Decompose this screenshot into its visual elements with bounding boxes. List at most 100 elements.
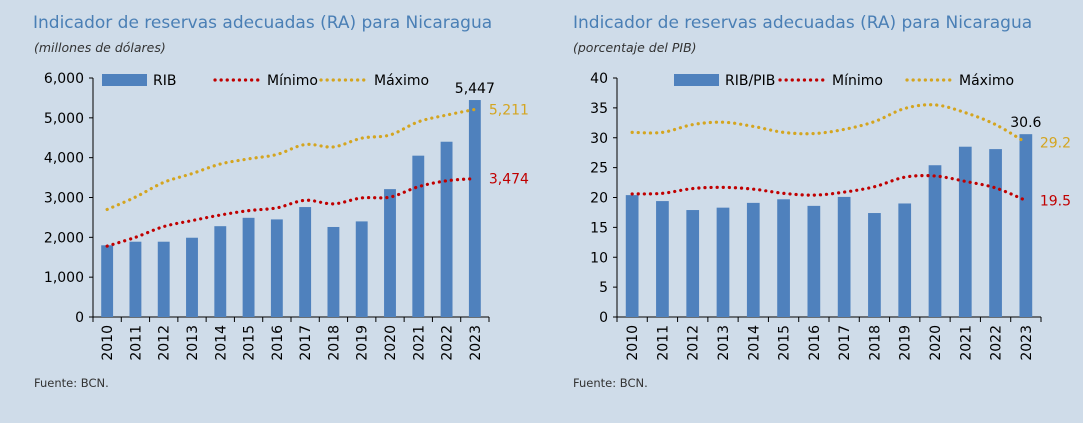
legend-label: Máximo <box>959 73 1014 89</box>
chart-subtitle: (porcentaje del PIB) <box>573 40 697 55</box>
bar <box>1019 134 1033 317</box>
y-tick-label: 0 <box>75 310 84 326</box>
bar <box>440 141 453 317</box>
x-tick-label: 2023 <box>1019 325 1035 361</box>
x-tick-label: 2012 <box>686 325 702 361</box>
bar <box>777 199 790 317</box>
chart-source: Fuente: BCN. <box>573 376 648 390</box>
bar <box>270 219 283 317</box>
bar <box>468 100 481 317</box>
legend-label: Mínimo <box>832 73 883 89</box>
x-tick-label: 2021 <box>958 325 974 361</box>
end-value-label: 29.2 <box>1040 136 1071 152</box>
bar <box>384 189 396 317</box>
x-tick-label: 2022 <box>989 325 1005 361</box>
x-tick-label: 2022 <box>440 325 456 361</box>
bar <box>868 213 881 317</box>
x-tick-label: 2019 <box>355 325 371 361</box>
series-line-maximo <box>105 107 477 212</box>
x-tick-label: 2015 <box>777 325 793 361</box>
x-tick-label: 2018 <box>867 325 883 361</box>
y-tick-label: 2,000 <box>44 230 84 246</box>
bar <box>242 217 255 317</box>
chart-title: Indicador de reservas adecuadas (RA) par… <box>573 13 1033 33</box>
legend-label: RIB <box>153 73 176 89</box>
bar <box>412 155 425 317</box>
y-tick-label: 5,000 <box>44 111 84 127</box>
x-tick-label: 2020 <box>928 325 944 361</box>
bar <box>327 226 340 317</box>
series-line-maximo <box>630 103 1028 145</box>
x-tick-label: 2013 <box>185 325 201 361</box>
y-tick-label: 4,000 <box>44 151 84 167</box>
y-tick-label: 1,000 <box>44 270 84 286</box>
x-tick-label: 2017 <box>837 325 853 361</box>
chart-pct: 0 5 10 15 20 25 30 35 40 2010 2011 2012 2013 2014 2015… <box>590 71 1071 361</box>
legend-swatch <box>674 74 719 86</box>
x-tick-label: 2020 <box>383 325 399 361</box>
bar <box>129 241 142 317</box>
x-tick-label: 2016 <box>807 325 823 361</box>
bar <box>625 195 639 317</box>
x-tick-label: 2019 <box>898 325 914 361</box>
bar <box>686 210 700 317</box>
bar <box>837 196 851 317</box>
bar <box>656 201 669 317</box>
bar <box>928 165 942 317</box>
bar <box>299 207 312 317</box>
x-tick-label: 2010 <box>100 325 116 361</box>
bar <box>186 237 198 317</box>
bar <box>355 221 368 317</box>
bar <box>716 207 730 317</box>
y-tick-label: 6,000 <box>44 71 84 87</box>
bar <box>807 205 821 317</box>
y-tick-label: 15 <box>590 220 608 236</box>
chart-title: Indicador de reservas adecuadas (RA) par… <box>33 13 493 33</box>
bar <box>746 202 760 317</box>
x-tick-label: 2023 <box>468 325 484 361</box>
legend-label: Mínimo <box>267 73 318 89</box>
legend-swatch <box>102 74 147 86</box>
x-tick-label: 2021 <box>411 325 427 361</box>
x-tick-label: 2011 <box>655 325 671 361</box>
y-tick-label: 35 <box>590 101 608 117</box>
bar <box>214 226 227 317</box>
y-tick-label: 0 <box>599 310 608 326</box>
chart-panel-pct: Indicador de reservas adecuadas (RA) par… <box>541 0 1083 423</box>
x-tick-label: 2010 <box>625 325 641 361</box>
x-tick-label: 2014 <box>213 325 229 361</box>
x-tick-label: 2018 <box>326 325 342 361</box>
end-value-label: 3,474 <box>489 172 529 188</box>
end-value-label: 19.5 <box>1040 193 1071 209</box>
legend-label: RIB/PIB <box>725 73 775 89</box>
y-tick-label: 25 <box>590 161 608 177</box>
x-tick-label: 2016 <box>270 325 286 361</box>
chart-panel-usd: Indicador de reservas adecuadas (RA) par… <box>0 0 540 423</box>
series-line-minimo <box>630 173 1028 203</box>
end-value-label: 30.6 <box>1010 115 1041 131</box>
chart-usd: 0 1,000 2,000 3,000 4,000 5,000 6,000 2010 2011 2… <box>44 71 529 361</box>
bar <box>958 146 972 317</box>
legend-label: Máximo <box>374 73 429 89</box>
y-tick-label: 10 <box>590 250 608 266</box>
y-tick-label: 40 <box>590 71 608 87</box>
end-value-label: 5,447 <box>455 81 495 97</box>
chart-subtitle: (millones de dólares) <box>34 40 166 55</box>
bar <box>157 241 170 317</box>
y-tick-label: 30 <box>590 131 608 147</box>
bar <box>898 203 912 317</box>
x-tick-label: 2012 <box>157 325 173 361</box>
series-line-minimo <box>105 177 477 248</box>
x-tick-label: 2014 <box>746 325 762 361</box>
bar <box>101 245 114 317</box>
end-value-label: 5,211 <box>489 102 529 118</box>
x-tick-label: 2011 <box>128 325 144 361</box>
y-tick-label: 5 <box>599 280 608 296</box>
bar <box>989 149 1002 317</box>
chart-source: Fuente: BCN. <box>34 376 109 390</box>
x-tick-label: 2017 <box>298 325 314 361</box>
x-tick-label: 2013 <box>716 325 732 361</box>
x-tick-label: 2015 <box>242 325 258 361</box>
y-tick-label: 3,000 <box>44 191 84 207</box>
y-tick-label: 20 <box>590 191 608 207</box>
